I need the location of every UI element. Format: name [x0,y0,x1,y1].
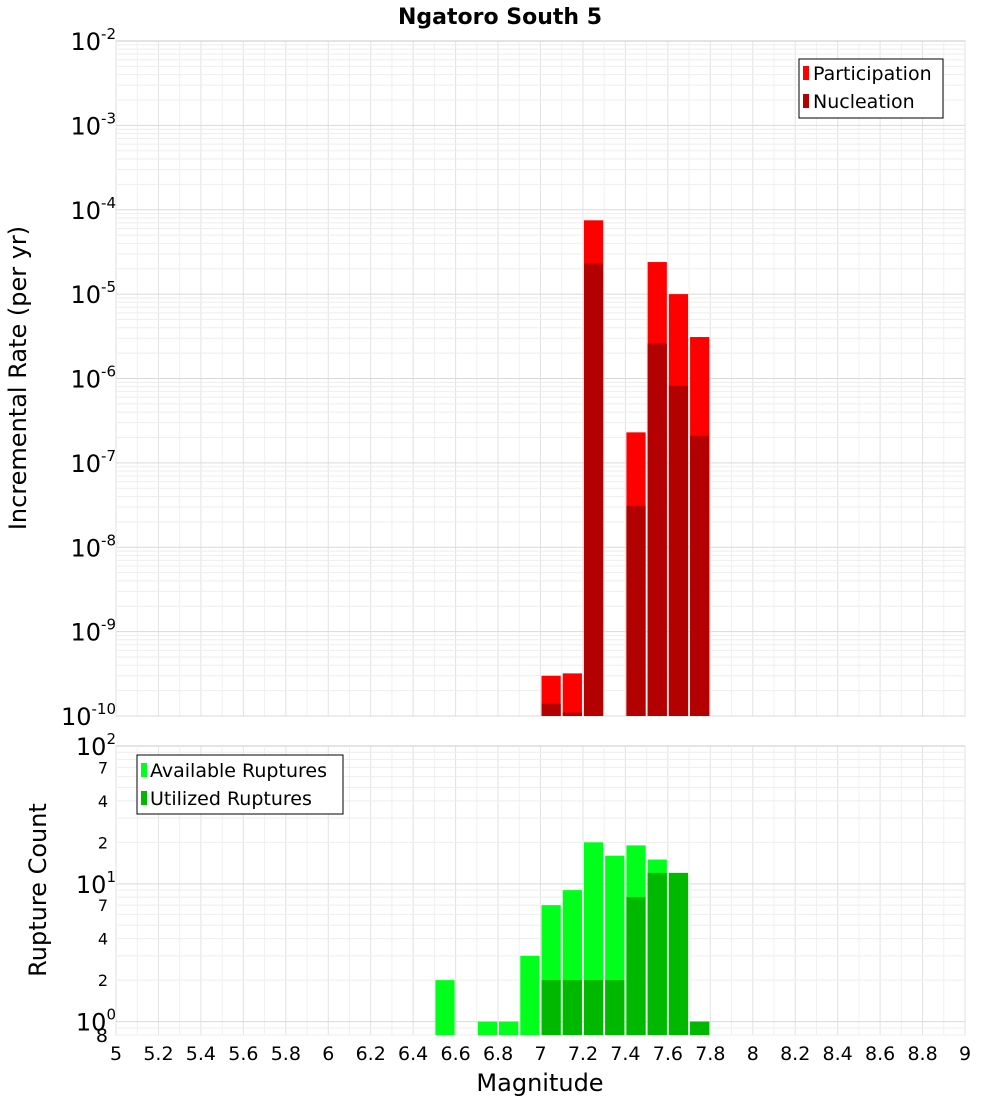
bottom-y-major-tick-label: 100 [76,1006,116,1037]
top-bar-nucleation [626,505,646,716]
bottom-y-minor-tick-label: 7 [98,896,108,915]
bottom-bar-utilized-ruptures [668,872,689,1035]
bottom-plot-bars [435,842,710,1035]
top-bar-nucleation [690,435,710,716]
top-plot-bars [541,220,710,717]
top-y-tick-label: 10-7 [70,447,116,478]
bottom-bar-utilized-ruptures [626,897,646,1035]
x-tick-label: 5 [110,1043,122,1065]
x-tick-label: 7.6 [653,1043,683,1065]
x-tick-labels: 5 5.2 5.4 5.6 5.8 6 6.2 6.4 6.6 6.8 7 7.2 7.4 7.6 7.8 8… [110,1043,971,1065]
top-y-tick-label: 10-9 [70,616,116,647]
top-bar-nucleation [541,703,561,716]
top-y-tick-label: 10-5 [70,278,116,309]
x-axis-label: Magnitude [476,1069,603,1097]
x-tick-label: 7.4 [610,1043,640,1065]
bottom-y-major-tick-label: 102 [76,730,116,761]
legend-label-nucleation: Nucleation [813,91,915,113]
bottom-bar-utilized-ruptures [562,980,582,1035]
x-tick-label: 9 [959,1043,971,1065]
x-tick-label: 7 [534,1043,546,1065]
x-tick-label: 7.2 [568,1043,598,1065]
top-bar-nucleation [668,385,689,716]
x-tick-label: 6 [322,1043,334,1065]
legend-swatch-utilized-ruptures [141,791,147,805]
bottom-bar-utilized-ruptures [690,1021,710,1035]
top-y-tick-label: 10-4 [70,194,116,225]
top-bar-nucleation [562,712,582,716]
top-legend-box [798,58,944,119]
bottom-bar-available-ruptures [520,955,540,1035]
bottom-y-minor-tick-label: 2 [98,971,108,990]
x-tick-label: 7.8 [695,1043,725,1065]
x-tick-label: 6.4 [398,1043,428,1065]
legend-label-utilized-ruptures: Utilized Ruptures [150,788,312,810]
bottom-bar-available-ruptures [499,1021,519,1035]
x-tick-label: 6.2 [356,1043,386,1065]
legend-label-available-ruptures: Available Ruptures [150,760,327,782]
top-y-tick-label: 10-10 [61,700,116,731]
top-y-tick-label: 10-6 [70,363,116,394]
top-bar-participation [562,673,582,716]
x-tick-label: 8.8 [907,1043,937,1065]
top-y-tick-label: 10-8 [70,531,116,562]
top-y-tick-label: 10-2 [70,25,116,56]
bottom-y-axis-label: Rupture Count [24,803,52,977]
bottom-bar-available-ruptures [477,1021,498,1035]
legend-swatch-participation [803,66,809,80]
bottom-legend-box [136,754,344,815]
x-tick-label: 5.8 [271,1043,301,1065]
x-tick-label: 8.6 [865,1043,895,1065]
bottom-y-minor-tick-label: 4 [98,930,108,949]
bottom-bar-utilized-ruptures [647,872,667,1035]
top-bar-nucleation [647,343,667,716]
top-y-tick-label: 10-3 [70,109,116,140]
top-plot-gridlines [115,41,966,717]
x-tick-label: 8.4 [823,1043,853,1065]
bottom-bar-utilized-ruptures [605,980,625,1035]
x-tick-label: 5.4 [186,1043,216,1065]
bottom-bar-available-ruptures [435,980,455,1035]
bottom-y-major-tick-label: 101 [76,868,116,899]
top-y-axis-label: Incremental Rate (per yr) [4,226,32,530]
bottom-bar-utilized-ruptures [541,980,561,1035]
x-tick-label: 8.2 [780,1043,810,1065]
x-tick-label: 8 [747,1043,759,1065]
bottom-y-minor-tick-label: 2 [98,833,108,852]
bottom-legend: Available Ruptures Utilized Ruptures [136,754,344,815]
x-tick-label: 5.6 [228,1043,258,1065]
legend-label-participation: Participation [813,63,932,85]
bottom-y-minor-tick-label: 4 [98,792,108,811]
bottom-bar-utilized-ruptures [583,980,604,1035]
x-tick-label: 5.2 [143,1043,173,1065]
top-legend: Participation Nucleation [798,58,944,119]
chart-title: Ngatoro South 5 [398,5,602,30]
legend-swatch-nucleation [803,94,809,108]
x-tick-label: 6.6 [440,1043,470,1065]
bottom-y-tick-labels: 100 101 102 2 4 7 2 4 7 8 [76,730,116,1047]
bottom-y-minor-tick-label: 7 [98,758,108,777]
top-y-tick-labels: 10-10 10-9 10-8 10-7 10-6 10-5 10-4 10-3 10-2 [61,25,116,731]
x-tick-label: 6.8 [483,1043,513,1065]
top-bar-nucleation [583,263,604,716]
legend-swatch-available-ruptures [141,763,147,777]
bottom-plot-gridlines [115,746,966,1036]
bottom-y-min-tick-label: 8 [96,1025,108,1047]
